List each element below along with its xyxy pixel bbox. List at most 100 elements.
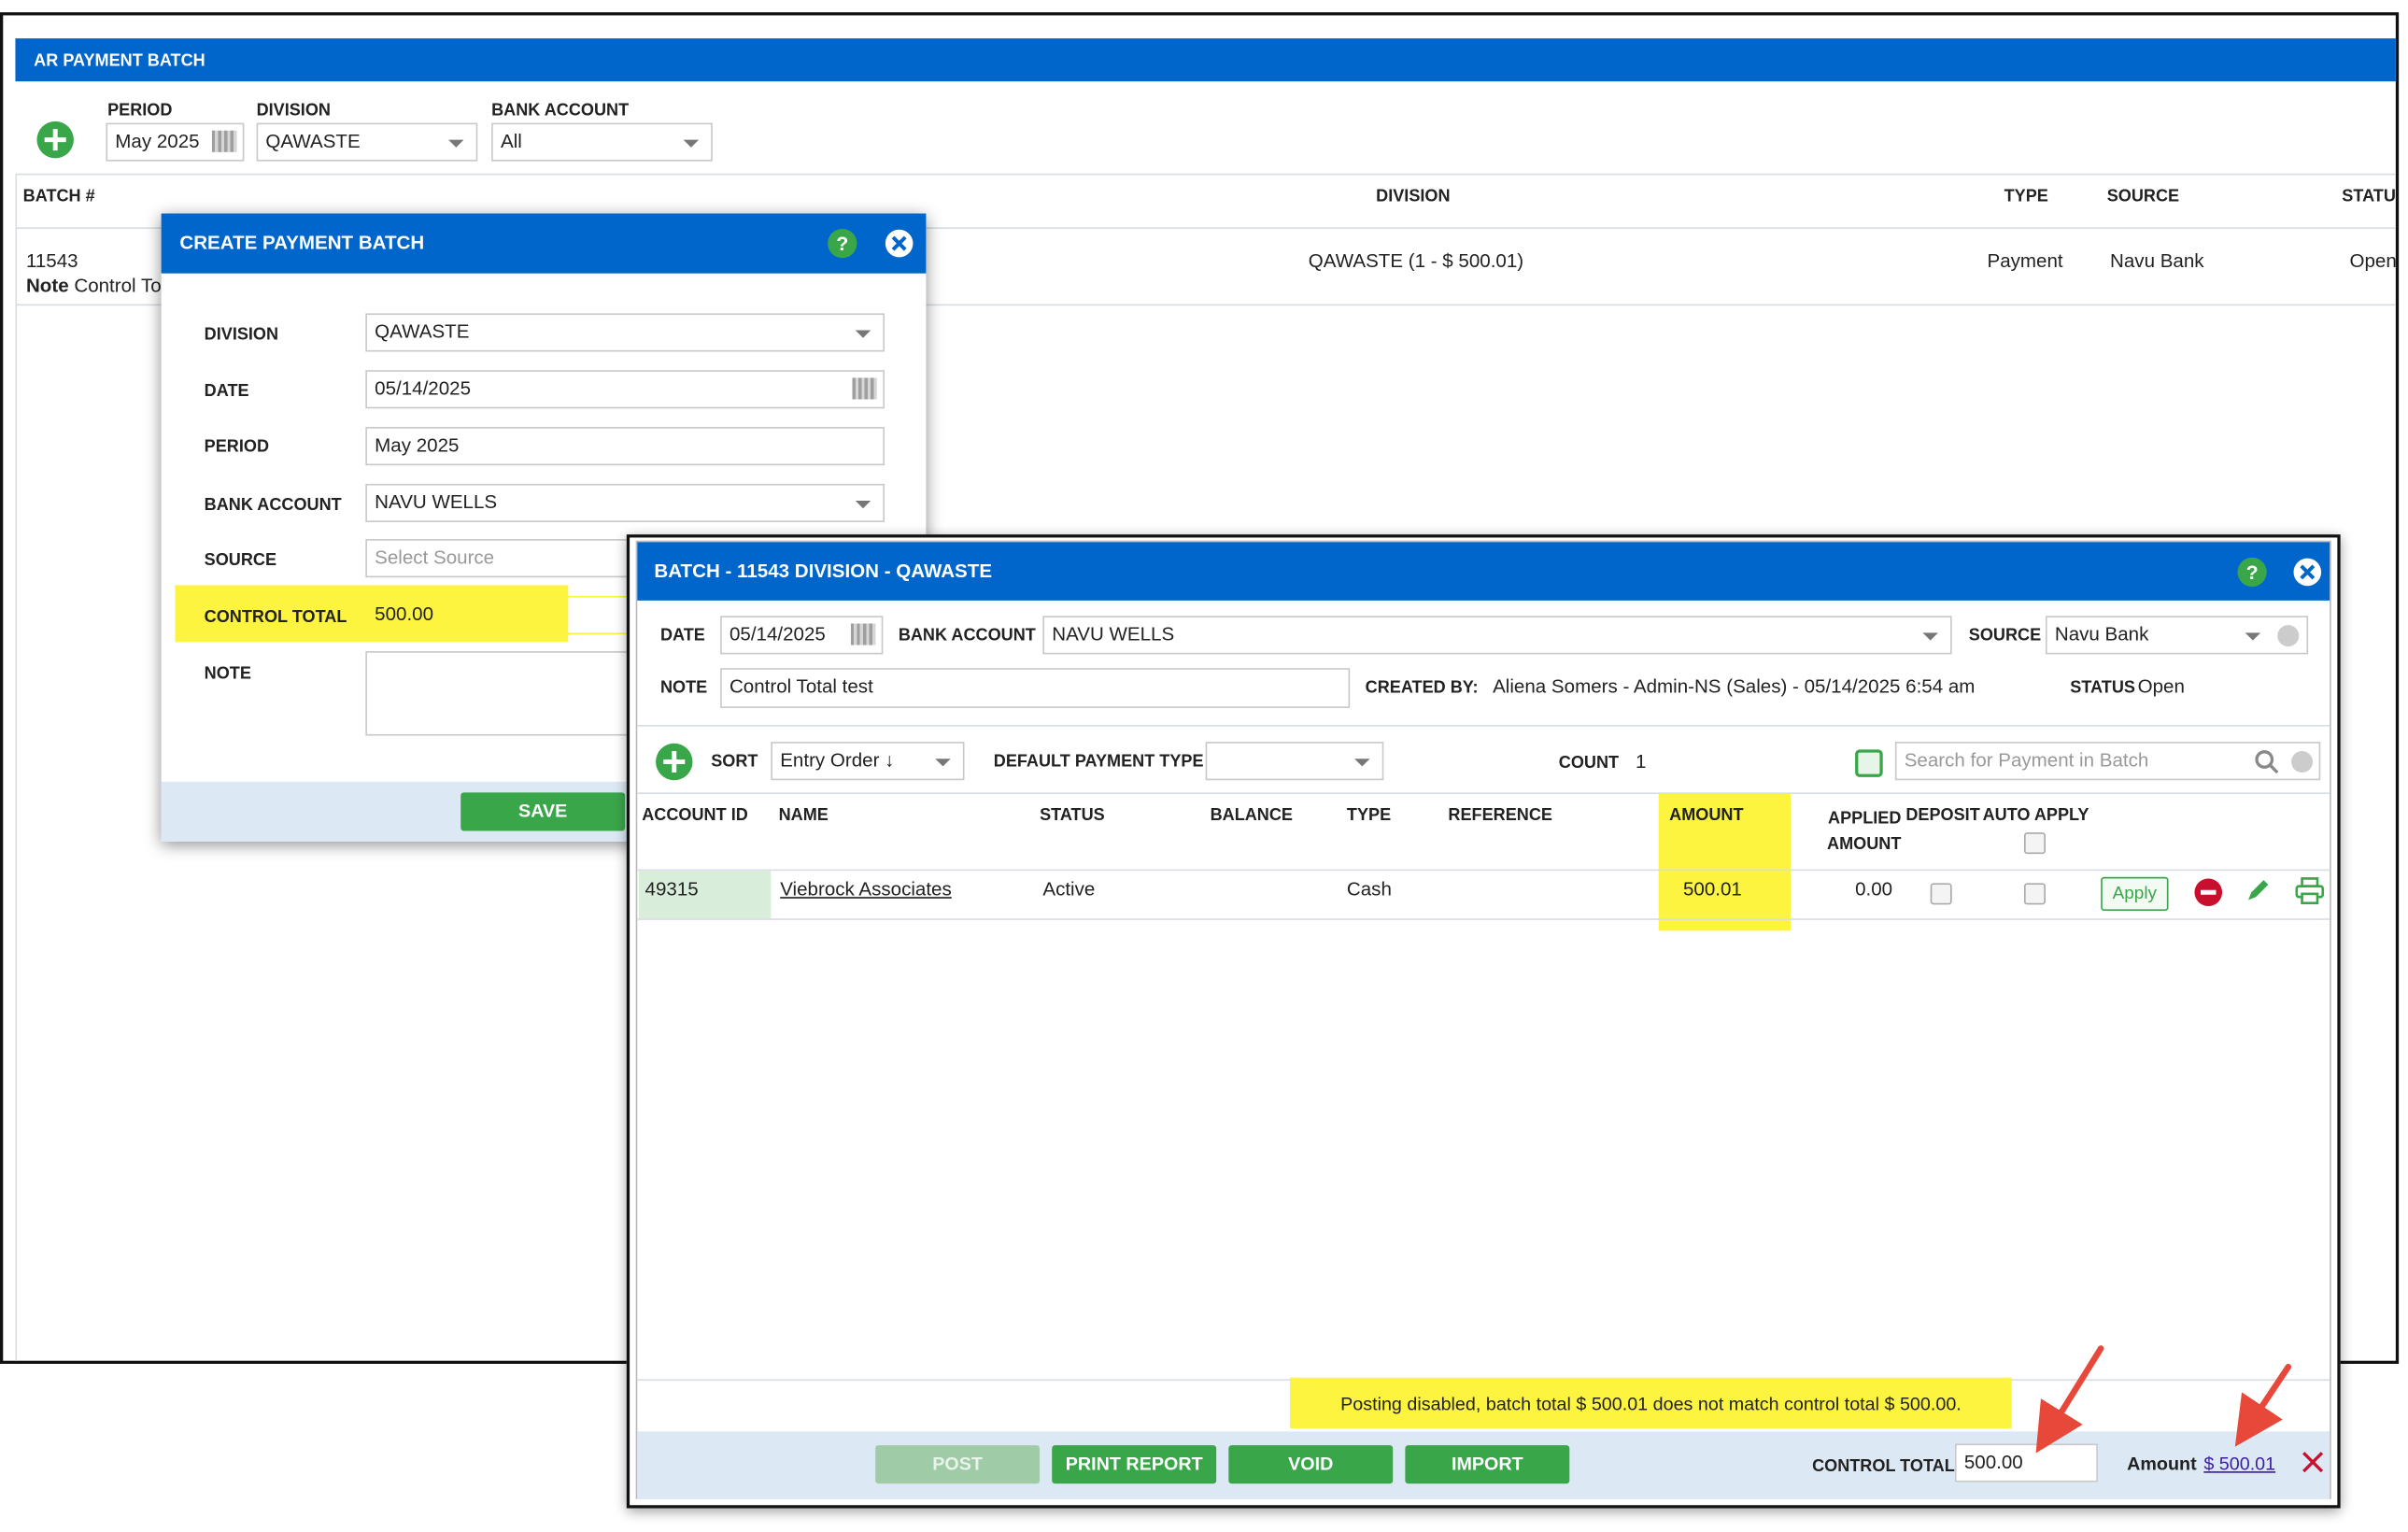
ui-element xyxy=(935,759,951,767)
note-label: NOTE xyxy=(659,678,708,698)
date-input[interactable]: 05/14/2025 xyxy=(720,616,884,655)
ui-element xyxy=(211,130,237,152)
save-button[interactable]: SAVE xyxy=(460,792,626,831)
note-label: Note xyxy=(25,275,69,297)
applied-amount: 0.00 xyxy=(1855,878,1893,901)
help-button[interactable]: ? xyxy=(828,228,857,259)
batch-type: Payment xyxy=(1987,249,2063,273)
count-value: 1 xyxy=(1635,750,1647,773)
source-select[interactable]: Navu Bank xyxy=(2045,616,2309,655)
payer-name-link[interactable]: Viebrock Associates xyxy=(780,878,952,901)
help-button[interactable]: ? xyxy=(2237,557,2267,588)
field-value: May 2025 xyxy=(375,434,460,457)
print-button[interactable] xyxy=(2294,877,2325,905)
close-button[interactable] xyxy=(2291,556,2324,589)
field-label: SOURCE xyxy=(204,551,277,570)
created-by-label: CREATED BY: xyxy=(1365,678,1479,698)
void-button[interactable]: VOID xyxy=(1228,1445,1394,1484)
ui-element xyxy=(15,173,18,1361)
add-button[interactable] xyxy=(35,120,76,160)
ui-element xyxy=(637,792,2330,795)
sort-select[interactable]: Entry Order ↓ xyxy=(771,742,965,781)
auto-apply-all-checkbox[interactable] xyxy=(2023,832,2046,855)
delete-button[interactable] xyxy=(2193,877,2224,908)
batch-status: Open xyxy=(2349,249,2397,273)
column-header: NAME xyxy=(778,806,829,825)
created-by-value: Aliena Somers - Admin-NS (Sales) - 05/14… xyxy=(1493,675,1976,698)
deposit-checkbox[interactable] xyxy=(1930,883,1952,905)
bank-account-label: BANK ACCOUNT xyxy=(491,101,630,121)
count-label: COUNT xyxy=(1558,754,1620,773)
post-button[interactable]: POST xyxy=(875,1445,1041,1484)
field-label: NOTE xyxy=(204,664,251,684)
column-header: DEPOSIT xyxy=(1905,806,1980,825)
batch-dialog-title: BATCH - 11543 DIVISION - QAWASTE xyxy=(654,560,993,583)
bank-account-select[interactable]: All xyxy=(491,122,713,162)
ui-element xyxy=(1658,794,1792,931)
column-header: BALANCE xyxy=(1210,806,1293,825)
ui-element xyxy=(852,377,877,400)
ui-element xyxy=(1922,632,1938,641)
default-payment-type-select[interactable] xyxy=(1205,742,1384,781)
period-label: PERIOD xyxy=(107,101,173,121)
search-input[interactable]: Search for Payment in Batch xyxy=(1894,742,2321,781)
field-label: CONTROL TOTAL xyxy=(204,608,347,627)
edit-button[interactable] xyxy=(2244,877,2272,905)
amount-link[interactable]: $ 500.01 xyxy=(2203,1453,2276,1475)
add-payment-button[interactable] xyxy=(654,742,694,782)
date-label: DATE xyxy=(659,626,705,645)
note-input[interactable]: Control Total test xyxy=(720,668,1351,708)
field-label: DIVISION xyxy=(204,325,279,345)
column-header: AMOUNT xyxy=(1669,806,1744,825)
field-label: PERIOD xyxy=(204,437,270,457)
apply-button[interactable]: Apply xyxy=(2101,876,2169,911)
default-payment-type-label: DEFAULT PAYMENT TYPE xyxy=(993,752,1204,772)
close-button[interactable] xyxy=(883,227,915,260)
column-header: DIVISION xyxy=(1376,187,1451,206)
period-input[interactable]: May 2025 xyxy=(365,427,885,466)
ui-element xyxy=(2245,632,2261,641)
status-label: STATUS xyxy=(2070,678,2135,698)
bank-account-value: All xyxy=(500,130,522,152)
auto-apply-checkbox[interactable] xyxy=(2023,883,2046,905)
bank-account-select[interactable]: NAVU WELLS xyxy=(1042,616,1952,655)
column-header: BATCH # xyxy=(22,187,95,206)
bank-account-select[interactable]: NAVU WELLS xyxy=(365,483,885,523)
sort-label: SORT xyxy=(711,752,758,772)
ui-element xyxy=(15,173,2396,176)
column-header: APPLIED AMOUNT xyxy=(1827,809,1902,855)
column-header: SOURCE xyxy=(2106,187,2180,206)
column-header: STATUS xyxy=(2342,187,2396,206)
posting-message: Posting disabled, batch total $ 500.01 d… xyxy=(1340,1393,1962,1415)
source-label: SOURCE xyxy=(1968,626,2042,645)
field-value: 05/14/2025 xyxy=(375,377,472,400)
ui-element xyxy=(855,330,871,338)
period-input[interactable]: May 2025 xyxy=(106,122,245,162)
division-label: DIVISION xyxy=(256,101,331,121)
excel-export-button[interactable] xyxy=(1855,749,1883,777)
payment-amount: 500.01 xyxy=(1682,878,1742,901)
division-select[interactable]: QAWASTE xyxy=(256,122,478,162)
payment-type: Cash xyxy=(1346,878,1392,901)
ui-element xyxy=(683,139,700,148)
ui-element xyxy=(638,871,772,919)
batch-number: 11543 xyxy=(25,249,78,273)
import-button[interactable]: IMPORT xyxy=(1405,1445,1570,1484)
column-header: ACCOUNT ID xyxy=(642,806,748,825)
account-id: 49315 xyxy=(644,878,699,901)
source-value: Navu Bank xyxy=(2054,623,2149,645)
bank-account-value: NAVU WELLS xyxy=(1052,623,1175,645)
ui-element xyxy=(2291,750,2314,773)
ui-element xyxy=(448,139,464,148)
date-input[interactable]: 05/14/2025 xyxy=(365,370,885,409)
division-select[interactable]: QAWASTE xyxy=(365,313,885,352)
ui-element xyxy=(1290,1377,2012,1429)
period-value: May 2025 xyxy=(115,130,200,152)
print-report-button[interactable]: PRINT REPORT xyxy=(1052,1445,1217,1484)
main-title: AR PAYMENT BATCH xyxy=(34,51,205,71)
cancel-button[interactable] xyxy=(2301,1450,2325,1474)
create-dialog-title: CREATE PAYMENT BATCH xyxy=(179,232,425,254)
ui-element xyxy=(637,725,2330,727)
